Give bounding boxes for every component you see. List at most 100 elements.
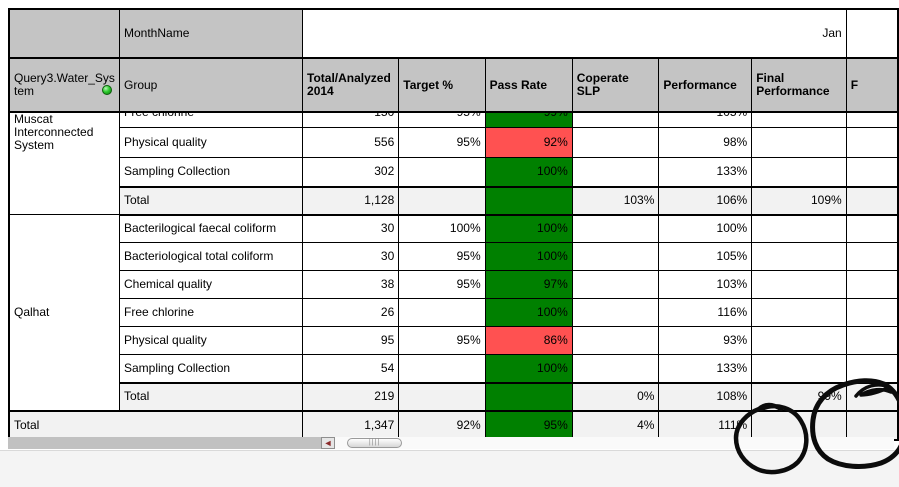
month-field-header[interactable]: MonthName: [118, 8, 304, 59]
cell-slp: [571, 127, 660, 158]
cell-slp: [571, 270, 660, 299]
table-row: Qalhat Bacterilogical faecal coliform 30…: [8, 214, 899, 411]
cell-final: [751, 214, 847, 243]
cell-final: [751, 354, 847, 383]
cell-target: 95%: [398, 127, 486, 158]
cell-target: 95%: [398, 111, 486, 128]
cell-analyzed: 54: [302, 354, 400, 383]
cell-performance: 105%: [658, 242, 753, 271]
cell-target: 92%: [398, 409, 486, 441]
cell-group-label: Free chlorine: [118, 111, 304, 128]
cell-final: [751, 270, 847, 299]
cell-final: [751, 298, 847, 327]
cell-partial: [845, 381, 899, 412]
cell-performance: 108%: [658, 381, 753, 412]
column-header-total-analyzed: Total/Analyzed 2014: [302, 57, 400, 113]
group-cell-muscat: Muscat Interconnected System: [8, 111, 120, 215]
cell-partial: [845, 214, 899, 243]
cell-total-label: Total: [118, 381, 304, 412]
cell-partial: [845, 409, 899, 441]
cell-target: 100%: [398, 214, 486, 243]
cell-partial: [845, 157, 899, 187]
column-header-coperate-slp: Coperate SLP: [571, 57, 660, 113]
cell-slp: [571, 298, 660, 327]
header-row-columns: Query3.Water_System Group Total/Analyzed…: [8, 57, 899, 113]
cell-performance: 111%: [658, 409, 753, 441]
header-row-month: MonthName Jan: [8, 8, 899, 59]
cell-partial: [845, 270, 899, 299]
column-header-performance: Performance: [658, 57, 753, 113]
column-header-pass-rate: Pass Rate: [484, 57, 573, 113]
month-value-cell: Jan: [302, 8, 847, 59]
cell-final: [751, 157, 847, 187]
column-header-partial: F: [845, 57, 899, 113]
table-row: Bacteriological total coliform 30 95% 10…: [9, 242, 899, 271]
cell-analyzed: 556: [302, 127, 400, 158]
cell-pass-rate: 97%: [484, 270, 573, 299]
cell-group-label: Physical quality: [118, 127, 304, 158]
pivot-report: MonthName Jan Query3.Water_System Group …: [8, 8, 899, 441]
next-month-partial-cell: [845, 8, 899, 59]
cell-partial: [845, 242, 899, 271]
cell-analyzed: 302: [302, 157, 400, 187]
cell-performance: 98%: [658, 127, 753, 158]
scrollbar-track[interactable]: [335, 437, 894, 449]
cell-target: [398, 381, 486, 412]
horizontal-scrollbar[interactable]: ◄ ||||: [8, 437, 894, 449]
cell-partial: [845, 298, 899, 327]
cell-partial: [845, 354, 899, 383]
cell-final: 109%: [751, 185, 847, 216]
cell-pass-rate: 99%: [484, 111, 573, 128]
scroll-left-button[interactable]: ◄: [321, 437, 335, 449]
cell-performance: 105%: [658, 111, 753, 128]
cell-pass-rate: 100%: [484, 214, 573, 243]
cell-final: [751, 326, 847, 355]
cell-partial: [845, 185, 899, 216]
group-cell-qalhat: Qalhat: [8, 214, 120, 411]
cell-performance: 103%: [658, 270, 753, 299]
group-total-row: Total 1,128 103% 106% 109%: [9, 185, 899, 216]
cell-target: [398, 185, 486, 216]
cell-final: [751, 242, 847, 271]
pivot-table: MonthName Jan Query3.Water_System Group …: [8, 8, 899, 441]
cell-partial: [845, 127, 899, 158]
field-active-indicator-icon: [102, 85, 112, 95]
cell-performance: 93%: [658, 326, 753, 355]
cell-group-label: Bacteriological total coliform: [118, 242, 304, 271]
cell-performance: 116%: [658, 298, 753, 327]
cell-analyzed: 1,347: [302, 409, 400, 441]
row-field-header[interactable]: Query3.Water_System: [8, 57, 120, 113]
cell-group-label: Chemical quality: [118, 270, 304, 299]
cell-target: [398, 157, 486, 187]
cell-final: 99%: [751, 381, 847, 412]
cell-partial: [845, 326, 899, 355]
cell-analyzed: 1,128: [302, 185, 400, 216]
cell-slp: 0%: [571, 381, 660, 412]
cell-group-label: Free chlorine: [118, 298, 304, 327]
cell-target: [398, 354, 486, 383]
cell-final: [751, 127, 847, 158]
cell-group-label: Physical quality: [118, 326, 304, 355]
grand-total-row: Total 1,347 92% 95% 4% 111%: [8, 409, 899, 441]
cell-analyzed: 30: [302, 242, 400, 271]
cell-pass-rate: [484, 381, 573, 412]
group-field-header[interactable]: Group: [118, 57, 304, 113]
cell-target: [398, 298, 486, 327]
table-row: Free chlorine 26 100% 116%: [9, 298, 899, 327]
cell-performance: 106%: [658, 185, 753, 216]
cell-slp: [571, 354, 660, 383]
cell-target: 95%: [398, 270, 486, 299]
table-row: Physical quality 95 95% 86% 93%: [9, 326, 899, 355]
scrollbar-thumb[interactable]: ||||: [347, 438, 402, 448]
table-row: Sampling Collection 302 100% 133%: [9, 157, 899, 187]
column-header-final-performance: Final Performance: [751, 57, 847, 113]
cell-analyzed: 26: [302, 298, 400, 327]
cell-grand-total-label: Total: [8, 409, 304, 441]
cell-target: 95%: [398, 242, 486, 271]
cell-group-label: Bacterilogical faecal coliform: [118, 214, 304, 243]
cell-slp: [571, 111, 660, 128]
cell-slp: [571, 242, 660, 271]
cell-pass-rate: 86%: [484, 326, 573, 355]
cell-target: 95%: [398, 326, 486, 355]
